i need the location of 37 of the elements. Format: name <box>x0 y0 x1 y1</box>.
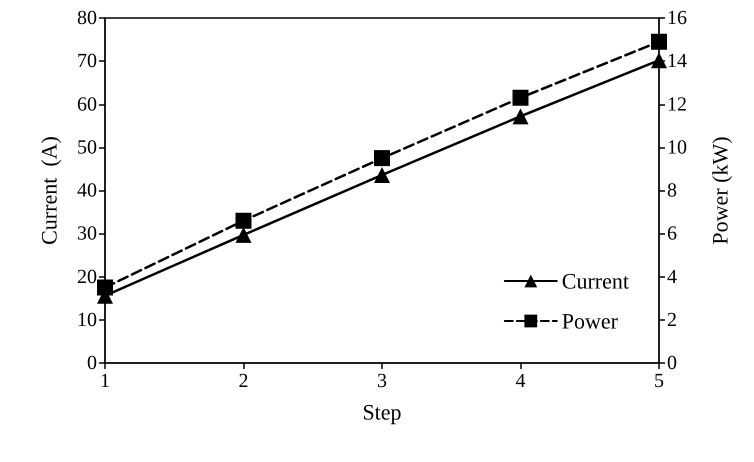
point <box>374 166 390 183</box>
x-tick-label: 1 <box>100 370 110 392</box>
y2-tick-label: 10 <box>667 136 687 158</box>
point <box>512 90 528 106</box>
y-tick-label: 0 <box>87 352 97 374</box>
y2-tick-label: 2 <box>667 308 677 331</box>
y-tick-label: 40 <box>77 180 97 202</box>
x-tick-label: 2 <box>238 370 248 392</box>
y-tick-label: 10 <box>77 308 97 331</box>
legend-label: Power <box>562 308 619 334</box>
point <box>374 150 390 166</box>
y2-tick-label: 0 <box>667 352 677 374</box>
y-tick-label: 70 <box>77 50 97 72</box>
y2-tick-label: 14 <box>667 50 687 72</box>
y2-tick-label: 6 <box>667 222 677 245</box>
point <box>512 108 528 124</box>
y2-tick-label: 12 <box>667 93 687 116</box>
y-tick-label: 20 <box>77 266 97 288</box>
x-axis-title: Step <box>362 400 402 424</box>
legend-label: Current <box>562 268 629 294</box>
point <box>651 52 667 68</box>
y-tick-label: 50 <box>77 136 97 158</box>
x-tick-label: 5 <box>654 370 664 392</box>
y2-tick-label: 16 <box>667 7 687 29</box>
y-tick-label: 60 <box>77 93 97 116</box>
point <box>236 226 252 243</box>
y2-tick-label: 4 <box>667 266 677 288</box>
y-axis-title: Current (A) <box>36 136 62 245</box>
y-tick-label: 80 <box>77 7 97 29</box>
y-tick-label: 30 <box>77 222 97 245</box>
x-tick-label: 3 <box>377 370 387 392</box>
point <box>651 34 667 50</box>
y2-tick-label: 8 <box>667 180 677 202</box>
point <box>97 280 113 296</box>
point <box>236 212 252 229</box>
x-tick-label: 4 <box>516 370 526 392</box>
y2-axis-title: Power (kW) <box>708 136 732 245</box>
